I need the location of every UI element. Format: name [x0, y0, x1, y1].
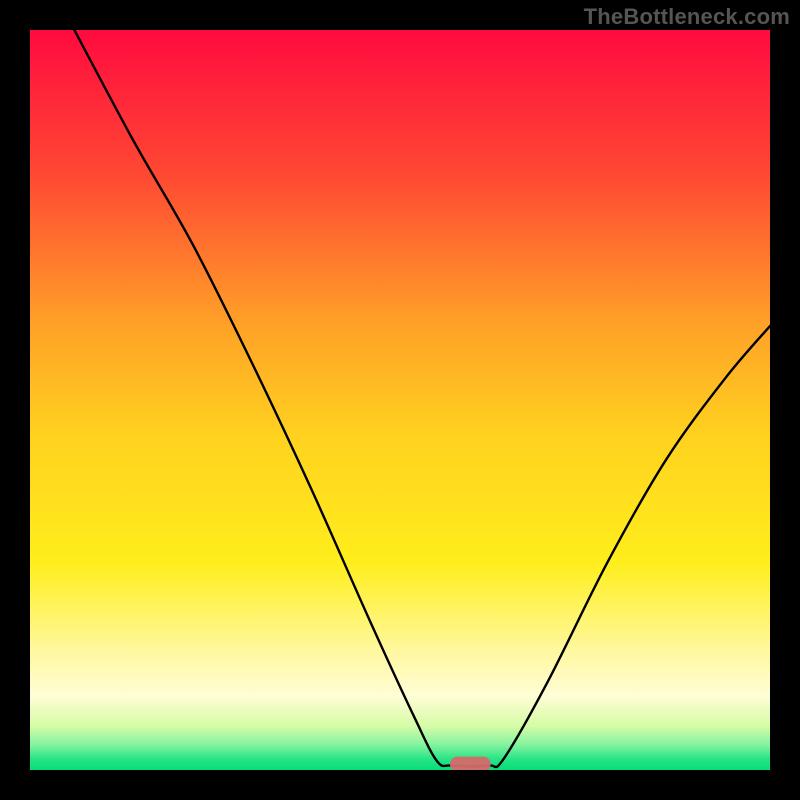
plot-area	[30, 30, 770, 770]
chart-frame: TheBottleneck.com	[0, 0, 800, 800]
chart-svg	[30, 30, 770, 770]
watermark-text: TheBottleneck.com	[584, 4, 790, 30]
gradient-background	[30, 30, 770, 770]
optimal-marker	[450, 757, 491, 770]
